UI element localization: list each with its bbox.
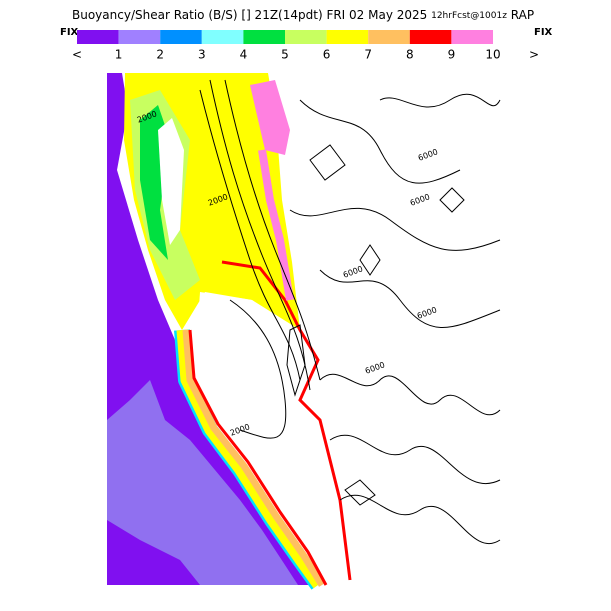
next-arrow[interactable]: > [529, 48, 539, 62]
legend-swatch[interactable] [285, 30, 327, 44]
legend-swatch[interactable] [409, 30, 452, 44]
contour [286, 324, 306, 397]
fix-left[interactable]: FIX [60, 27, 79, 38]
fix-right[interactable]: FIX [534, 27, 553, 38]
legend-label: 9 [448, 48, 456, 62]
legend-label: 1 [115, 48, 123, 62]
legend-label: 4 [240, 48, 248, 62]
legend-label: 10 [485, 48, 500, 62]
legend-label: 5 [281, 48, 289, 62]
legend-label: 2 [156, 48, 164, 62]
contour [339, 494, 501, 544]
title-forecast: 12hrFcst@1001z [431, 11, 507, 21]
valley-white [196, 292, 302, 432]
title: Buoyancy/Shear Ratio (B/S) [] 21Z(14pdt)… [72, 8, 534, 22]
legend-swatch[interactable] [160, 30, 202, 44]
legend-label: 6 [323, 48, 331, 62]
contour [379, 93, 501, 108]
title-main: Buoyancy/Shear Ratio (B/S) [] 21Z(14pdt)… [72, 8, 427, 22]
contour [359, 244, 381, 276]
contour [319, 373, 501, 416]
legend-swatch[interactable] [77, 30, 119, 44]
contour [229, 299, 287, 439]
contour [224, 79, 321, 381]
legend-swatch[interactable] [326, 30, 369, 44]
contour [309, 144, 346, 181]
contour [299, 99, 461, 184]
contour [209, 79, 311, 391]
ridge-red [221, 260, 352, 581]
title-model: RAP [511, 8, 534, 22]
ocean-light-fill [107, 380, 298, 585]
legend-swatch[interactable] [243, 30, 285, 44]
contour [329, 434, 501, 484]
contour [439, 187, 465, 213]
legend-swatch[interactable] [368, 30, 410, 44]
pink-patch [250, 80, 290, 155]
ridge-pink [258, 149, 294, 301]
legend-label: 8 [406, 48, 414, 62]
contour [289, 208, 501, 251]
legend-swatch[interactable] [201, 30, 244, 44]
prev-arrow[interactable]: < [72, 48, 82, 62]
legend-swatch[interactable] [451, 30, 493, 44]
contours [199, 79, 501, 544]
coast-band-yellow [176, 329, 323, 589]
legend-label: 3 [198, 48, 206, 62]
legend: 1 2 3 4 5 6 7 8 9 10 [77, 30, 501, 62]
contour [199, 89, 301, 381]
contour [319, 269, 501, 328]
coast-band-orange [182, 329, 325, 587]
legend-label: 7 [364, 48, 372, 62]
north-white [158, 118, 184, 245]
contour [344, 479, 376, 506]
coast-band-red [188, 329, 328, 586]
legend-swatch[interactable] [118, 30, 161, 44]
